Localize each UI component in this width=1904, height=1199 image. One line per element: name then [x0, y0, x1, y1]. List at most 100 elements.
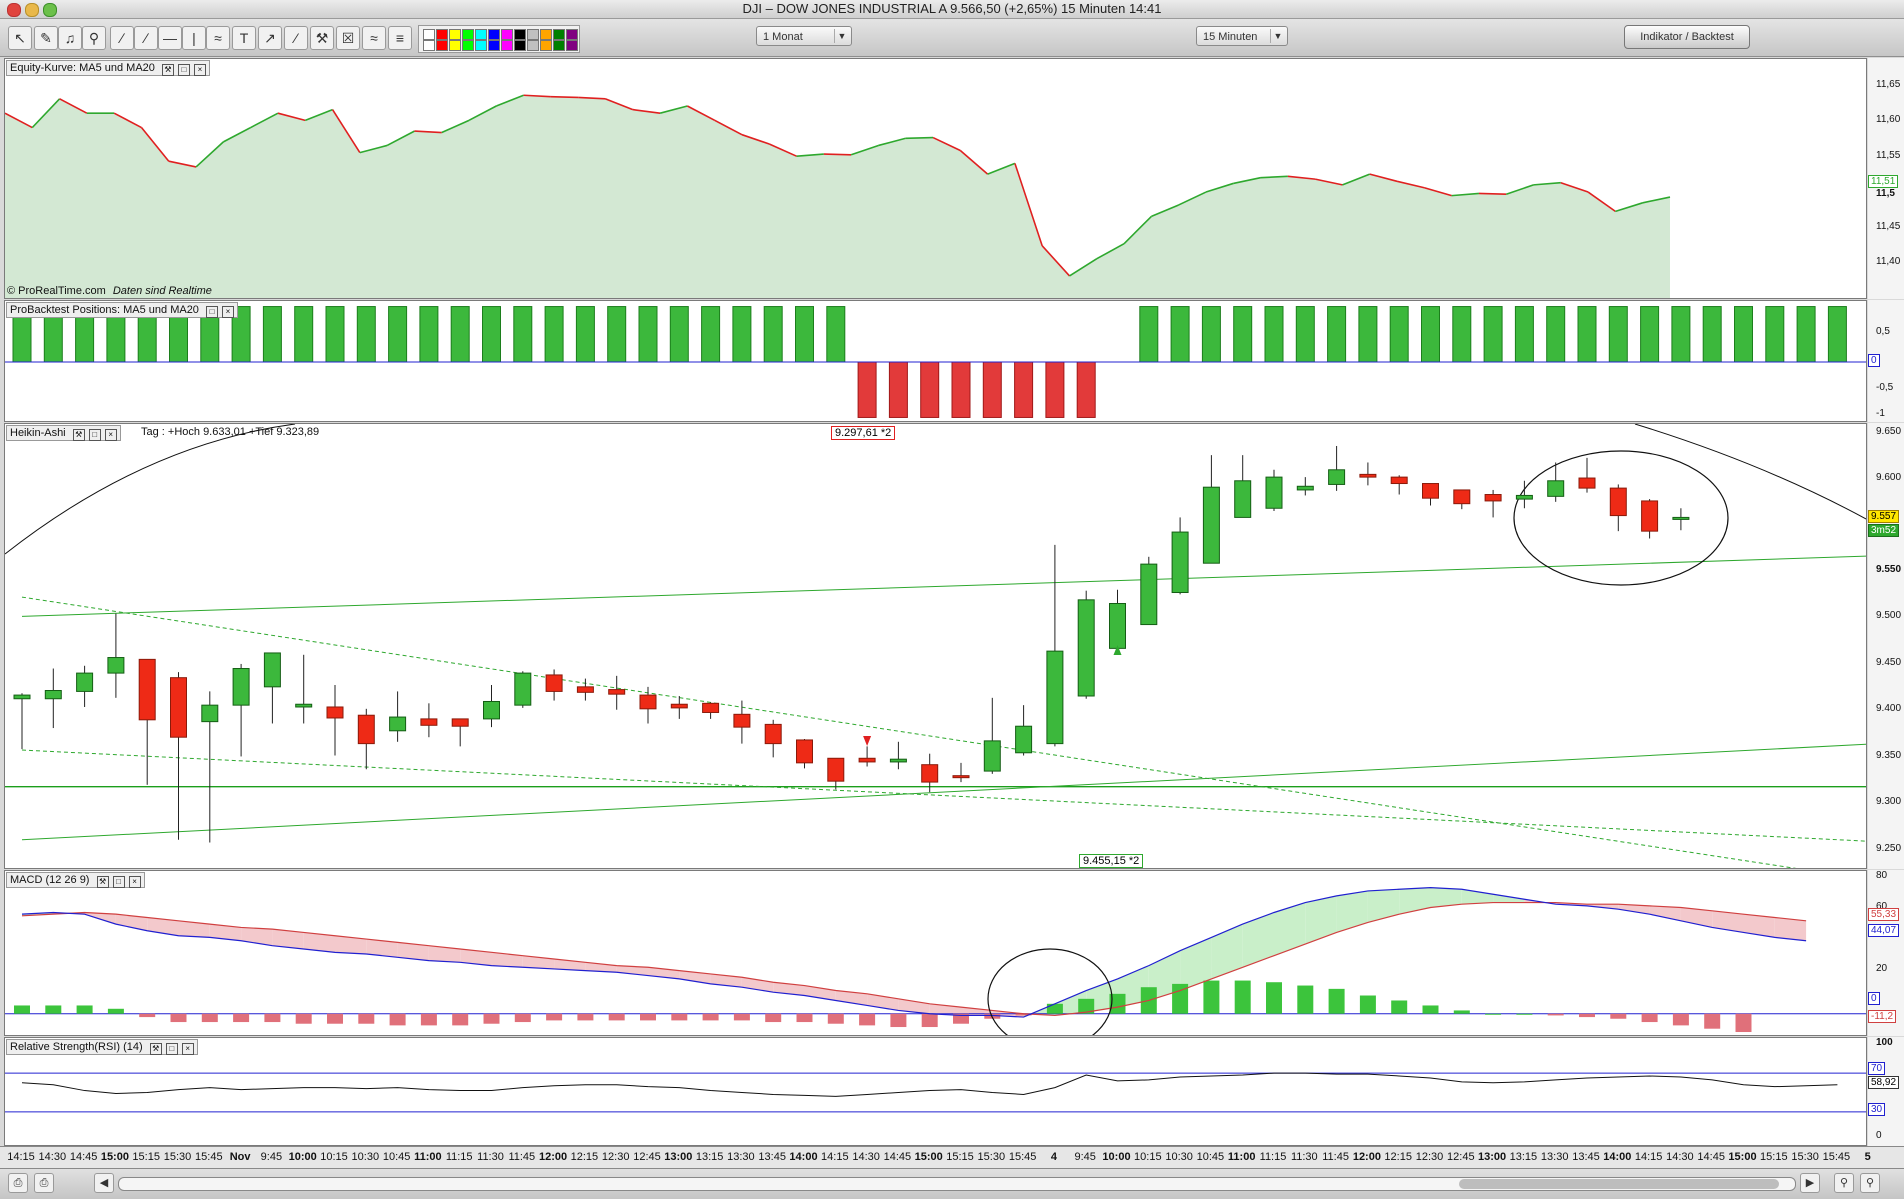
palette-swatch[interactable]: [436, 29, 448, 40]
ruler-tool-icon[interactable]: ✎: [34, 26, 58, 50]
time-tick: 5: [1864, 1151, 1871, 1163]
palette-swatch[interactable]: [527, 29, 539, 40]
histogram-bar: [1453, 1010, 1470, 1014]
palette-swatch[interactable]: [488, 29, 500, 40]
heikin-candle: [514, 672, 532, 706]
close-window-icon[interactable]: [7, 3, 21, 17]
line-color-icon[interactable]: ≈: [362, 26, 386, 50]
line-style-icon[interactable]: ≡: [388, 26, 412, 50]
palette-swatch[interactable]: [449, 40, 461, 51]
printer-icon[interactable]: ⎙: [34, 1173, 54, 1193]
palette-swatch[interactable]: [553, 29, 565, 40]
palette-swatch[interactable]: [566, 40, 578, 51]
macd-fill: [773, 982, 805, 996]
palette-swatch[interactable]: [475, 40, 487, 51]
palette-swatch[interactable]: [462, 40, 474, 51]
interval-select[interactable]: 15 Minuten ▼: [1196, 26, 1288, 46]
equity-segment: [386, 130, 415, 147]
trash-icon[interactable]: ☒: [336, 26, 360, 50]
color-palette[interactable]: [418, 25, 580, 53]
close-icon[interactable]: ×: [222, 306, 234, 318]
period-select[interactable]: 1 Monat ▼: [756, 26, 852, 46]
histogram-bar: [733, 1013, 750, 1021]
channel-tool-icon[interactable]: ∕: [134, 26, 158, 50]
wrench-icon[interactable]: ⚒: [310, 26, 334, 50]
wrench-icon[interactable]: ⚒: [72, 429, 85, 441]
window-icon[interactable]: □: [177, 64, 190, 76]
wrench-icon[interactable]: ⚒: [96, 876, 109, 888]
zoom-window-icon[interactable]: [43, 3, 57, 17]
histogram-bar: [1485, 1013, 1502, 1015]
window-icon[interactable]: □: [165, 1043, 178, 1055]
scroll-right-icon[interactable]: ▶: [1800, 1173, 1820, 1193]
horizontal-line-icon[interactable]: —: [158, 26, 182, 50]
palette-swatch[interactable]: [501, 40, 513, 51]
histogram-bar: [483, 1013, 500, 1024]
vertical-line-icon[interactable]: |: [182, 26, 206, 50]
wrench-icon[interactable]: ⚒: [161, 64, 174, 76]
time-tick: 11:30: [477, 1151, 504, 1163]
close-icon[interactable]: ×: [193, 64, 206, 76]
position-bar: [1076, 361, 1096, 418]
histogram-bar: [170, 1013, 187, 1023]
time-tick: 15:45: [1822, 1151, 1851, 1163]
text-tool-icon[interactable]: T: [232, 26, 256, 50]
heikin-candle: [232, 668, 250, 706]
time-tick: 10:15: [320, 1151, 348, 1163]
palette-swatch[interactable]: [527, 40, 539, 51]
scroll-left-icon[interactable]: ◀: [94, 1173, 114, 1193]
horizontal-scrollbar[interactable]: [118, 1177, 1796, 1191]
zoom-in-icon[interactable]: ⚲: [1834, 1173, 1854, 1193]
minimize-window-icon[interactable]: [25, 3, 39, 17]
window-icon[interactable]: □: [112, 876, 125, 888]
window-icon[interactable]: □: [206, 306, 218, 318]
equity-segment: [1642, 196, 1671, 204]
palette-swatch[interactable]: [423, 29, 435, 40]
equity-segment: [1314, 178, 1343, 186]
histogram-bar: [14, 1005, 30, 1014]
scrollbar-thumb[interactable]: [1459, 1179, 1779, 1189]
position-bar: [1765, 306, 1785, 363]
arrow-tool-icon[interactable]: ↗: [258, 26, 282, 50]
palette-swatch[interactable]: [553, 40, 565, 51]
palette-swatch[interactable]: [423, 40, 435, 51]
equity-segment: [659, 105, 688, 114]
macd-fill: [1430, 887, 1462, 908]
palette-swatch[interactable]: [501, 29, 513, 40]
palette-swatch[interactable]: [436, 40, 448, 51]
fibonacci-icon[interactable]: ≈: [206, 26, 230, 50]
equity-segment: [1069, 258, 1098, 277]
print-icon[interactable]: ⎙: [8, 1173, 28, 1193]
alert-bell-icon[interactable]: ♫: [58, 26, 82, 50]
palette-swatch[interactable]: [462, 29, 474, 40]
close-icon[interactable]: ×: [181, 1043, 194, 1055]
window-icon[interactable]: □: [88, 429, 101, 441]
macd-fill: [1493, 894, 1525, 903]
palette-swatch[interactable]: [514, 40, 526, 51]
trendline: [21, 749, 1866, 842]
line-tool-icon[interactable]: ∕: [110, 26, 134, 50]
palette-swatch[interactable]: [449, 29, 461, 40]
close-icon[interactable]: ×: [104, 429, 117, 441]
position-bar: [1452, 306, 1472, 363]
time-tick: 14:45: [883, 1151, 912, 1163]
palette-swatch[interactable]: [514, 29, 526, 40]
palette-swatch[interactable]: [566, 29, 578, 40]
signal-tag: 55,33: [1868, 908, 1900, 921]
close-icon[interactable]: ×: [128, 876, 141, 888]
rsi-y-axis: 100 70 58,92 30 0: [1868, 1037, 1904, 1146]
equity-segment: [1533, 181, 1561, 186]
parallel-tool-icon[interactable]: ⁄: [284, 26, 308, 50]
zoom-out-icon[interactable]: ⚲: [1860, 1173, 1880, 1193]
palette-swatch[interactable]: [488, 40, 500, 51]
zoom-icon[interactable]: ⚲: [82, 26, 106, 50]
palette-swatch[interactable]: [540, 29, 552, 40]
histogram-bar: [1547, 1013, 1564, 1016]
position-bar: [607, 306, 627, 363]
time-tick: 14:30: [852, 1151, 880, 1163]
indicator-backtest-button[interactable]: Indikator / Backtest: [1624, 25, 1750, 49]
wrench-icon[interactable]: ⚒: [149, 1043, 162, 1055]
pointer-tool-icon[interactable]: ↖: [8, 26, 32, 50]
palette-swatch[interactable]: [475, 29, 487, 40]
palette-swatch[interactable]: [540, 40, 552, 51]
